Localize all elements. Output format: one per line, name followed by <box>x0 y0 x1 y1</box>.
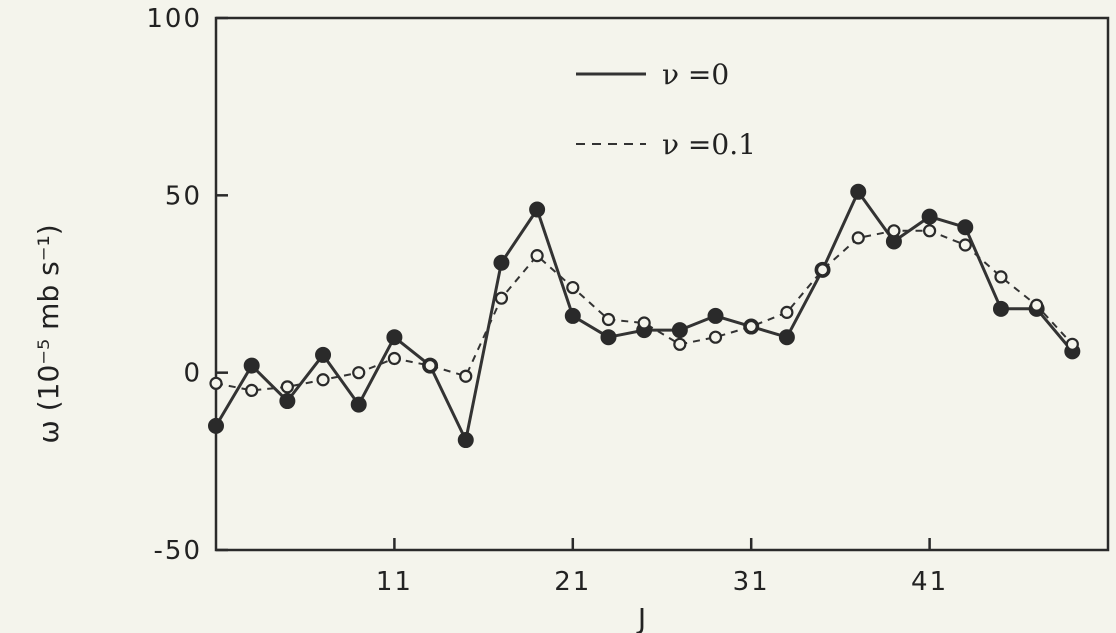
series-1-point <box>564 307 581 324</box>
series-2-point <box>459 369 473 383</box>
legend-label-1: ν =0 <box>662 58 729 91</box>
series-2-point <box>601 312 616 327</box>
series-line-2 <box>215 229 1074 392</box>
y-tick-label: -50 <box>154 536 202 566</box>
y-tick-label: 50 <box>165 181 202 211</box>
series-1-point <box>208 417 224 434</box>
legend-label-2: ν =0.1 <box>662 128 756 161</box>
series-2-point <box>673 337 687 351</box>
series-1-point <box>350 396 367 413</box>
series-1-point <box>493 254 510 271</box>
series-1-point <box>457 432 474 449</box>
x-tick-label: 21 <box>554 567 591 597</box>
series-2-point <box>387 351 401 366</box>
series-2-point <box>530 249 544 263</box>
series-2-point <box>780 305 794 319</box>
series-2-point <box>994 270 1008 284</box>
series-2-point <box>566 280 580 295</box>
series-2-point <box>494 291 509 305</box>
series-line-1 <box>214 190 1074 442</box>
series-1-point <box>279 393 296 410</box>
series-2-point <box>1030 298 1044 312</box>
series-1-point <box>850 183 867 200</box>
series-1-point <box>992 300 1009 317</box>
series-2-point <box>744 319 758 334</box>
series-2-point <box>708 330 723 344</box>
y-tick-label: 100 <box>146 4 202 34</box>
series-1-point <box>243 357 260 374</box>
series-2-point <box>887 224 901 238</box>
series-2-point <box>815 263 830 277</box>
y-tick-label: 0 <box>183 359 202 389</box>
series-1-point <box>707 307 724 324</box>
series-1-point <box>921 208 938 225</box>
series-2-point <box>245 383 259 397</box>
series-2-point <box>209 376 223 390</box>
series-2-point <box>280 380 294 394</box>
series-1-point <box>386 329 403 346</box>
plot-frame <box>214 16 1110 552</box>
series-1-point <box>315 346 332 363</box>
series-2-point <box>352 366 366 380</box>
series-2-point <box>423 358 437 373</box>
series-1-point <box>957 219 974 236</box>
series-2-point <box>851 231 865 245</box>
series-1-point <box>778 329 795 346</box>
series-1-point <box>671 322 688 339</box>
series-2-point <box>958 238 972 252</box>
series-2-point <box>1065 337 1079 351</box>
y-axis-label: ω (10⁻⁵ mb s⁻¹) <box>32 224 65 443</box>
series-2-point <box>637 316 651 330</box>
series-2-point <box>922 224 937 238</box>
series-2-point <box>316 373 330 387</box>
x-tick-label: 31 <box>733 567 770 597</box>
series-1-point <box>600 329 617 346</box>
x-axis-label: J <box>636 602 646 633</box>
x-tick-label: 41 <box>911 567 948 597</box>
x-tick-label: 11 <box>376 567 413 597</box>
series-1-point <box>529 201 546 218</box>
